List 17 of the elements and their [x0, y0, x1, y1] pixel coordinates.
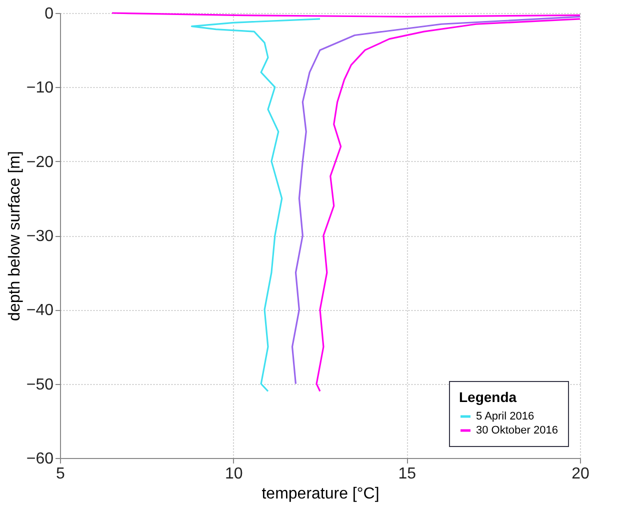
x-axis-title: temperature [°C]: [262, 486, 380, 502]
y-tick-label: −30: [26, 228, 54, 245]
x-tick-label: 20: [572, 466, 590, 482]
y-tick-label: −40: [26, 302, 54, 320]
legend-label: 30 Oktober 2016: [476, 424, 558, 436]
y-tick-label: −60: [26, 450, 54, 468]
legend-label: 5 April 2016: [476, 410, 534, 422]
y-tick-label: 0: [44, 6, 54, 22]
y-tick-label: −50: [26, 376, 54, 394]
x-tick-label: 10: [224, 466, 243, 482]
y-axis-title: depth below surface [m]: [6, 151, 24, 321]
line-series: [190, 18, 321, 392]
x-tick-label: 15: [398, 466, 416, 482]
x-tick-label: 5: [56, 466, 66, 482]
legend-title: Legenda: [459, 389, 517, 405]
y-tick-label: −20: [26, 154, 54, 171]
y-tick-label: −10: [26, 80, 54, 97]
